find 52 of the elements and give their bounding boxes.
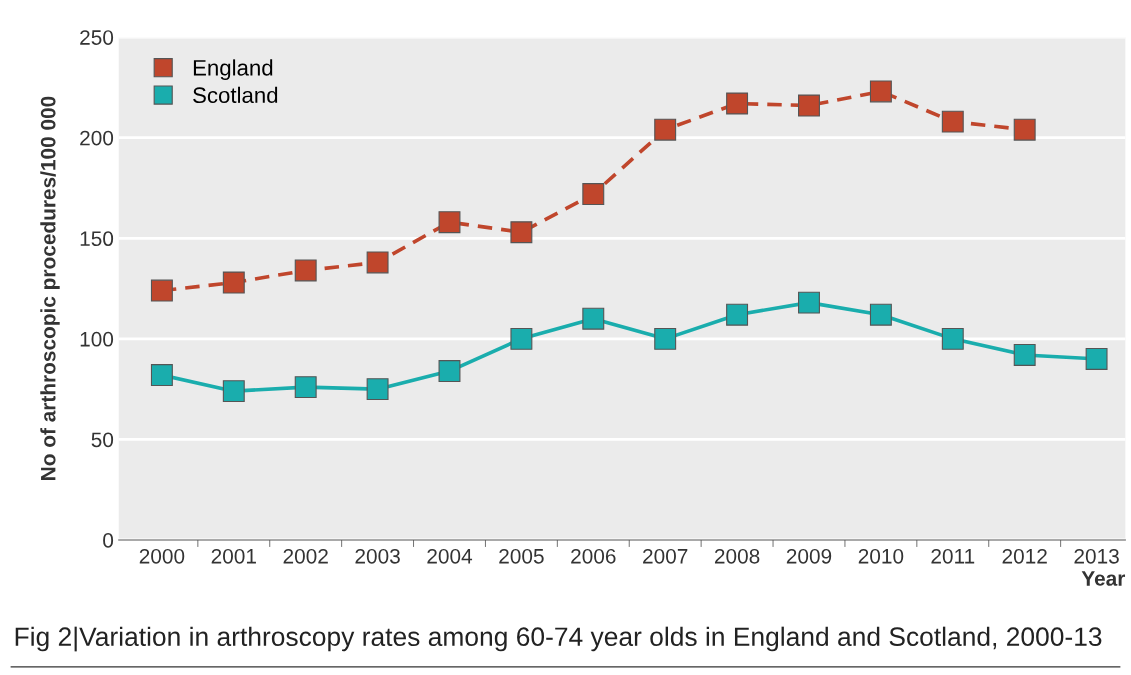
point bbox=[294, 259, 317, 282]
x-tick-label: 2006 bbox=[571, 548, 616, 564]
x-tick-label: 2004 bbox=[427, 548, 473, 564]
point bbox=[582, 183, 605, 205]
x-tick-label: 2013 bbox=[1074, 548, 1119, 564]
y-tick-label: 250 bbox=[80, 30, 114, 45]
point bbox=[869, 80, 892, 103]
point bbox=[510, 327, 533, 350]
legend-label: Scotland bbox=[193, 86, 278, 104]
point bbox=[582, 307, 605, 330]
point bbox=[654, 118, 677, 141]
point bbox=[366, 378, 389, 401]
y-tick-label: 50 bbox=[91, 432, 114, 448]
point bbox=[510, 221, 533, 244]
y-tick-label: 150 bbox=[80, 231, 114, 247]
x-tick-label: 2002 bbox=[283, 548, 328, 564]
point bbox=[1085, 347, 1108, 370]
point bbox=[941, 327, 964, 350]
point bbox=[798, 94, 820, 117]
point bbox=[222, 271, 245, 294]
point bbox=[366, 251, 389, 274]
x-tick-label: 2012 bbox=[1002, 548, 1047, 564]
x-tick-label: 2008 bbox=[714, 548, 760, 564]
point bbox=[150, 364, 173, 387]
point bbox=[1013, 343, 1036, 366]
legend-label: England bbox=[193, 59, 273, 81]
point bbox=[150, 279, 173, 302]
x-tick-label: 2003 bbox=[355, 548, 400, 564]
x-axis-title: Year bbox=[1081, 571, 1126, 586]
point bbox=[869, 303, 892, 326]
point bbox=[294, 376, 317, 399]
x-tick-label: 2000 bbox=[139, 548, 185, 564]
y-tick-label: 100 bbox=[80, 331, 114, 347]
x-tick-label: 2011 bbox=[931, 548, 975, 564]
x-tick-label: 2009 bbox=[786, 548, 832, 564]
point bbox=[726, 92, 749, 115]
x-tick-label: 2001 bbox=[211, 548, 256, 564]
y-axis-title: No of arthroscopic procedures/100 000 bbox=[40, 96, 60, 480]
point bbox=[941, 110, 964, 133]
point bbox=[438, 211, 461, 234]
point bbox=[222, 380, 245, 403]
text: Fig 2|Variation in arthroscopy rates among 60-74 year olds in England and Scotland, 2000-13 bbox=[15, 626, 1102, 652]
point bbox=[654, 327, 677, 350]
point bbox=[798, 291, 820, 314]
point bbox=[726, 303, 749, 326]
x-tick-label: 2010 bbox=[858, 548, 904, 564]
y-tick-label: 200 bbox=[80, 130, 114, 146]
x-tick-label: 2005 bbox=[499, 548, 544, 564]
y-tick-label: 0 bbox=[103, 533, 114, 548]
point bbox=[1013, 118, 1036, 141]
x-tick-label: 2007 bbox=[643, 548, 688, 564]
point bbox=[438, 360, 461, 383]
